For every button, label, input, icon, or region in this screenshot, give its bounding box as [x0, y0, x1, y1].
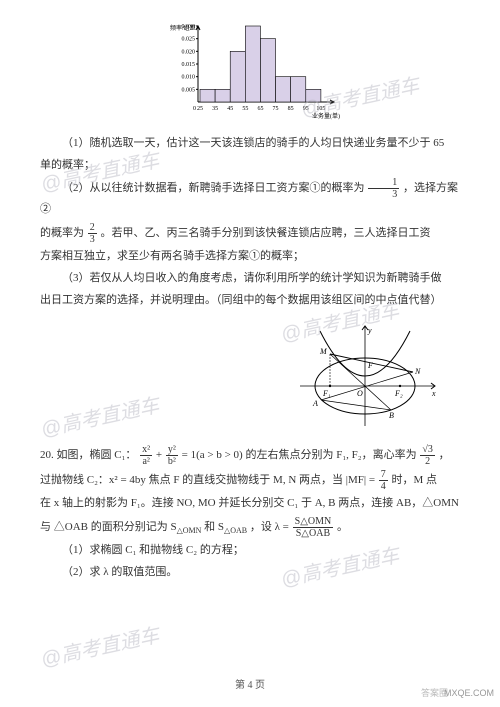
- svg-text:业务量(单): 业务量(单): [312, 112, 340, 120]
- q20-text-d: 过抛物线 C₂：x² = 4by 焦点 F 的直线交抛物线于 M, N 两点，当…: [40, 474, 375, 486]
- question-20-sub2: （2）求 λ 的取值范围。: [40, 563, 460, 583]
- fraction-1-3: 1 3: [368, 177, 399, 200]
- svg-text:85: 85: [288, 106, 294, 112]
- svg-text:0: 0: [193, 106, 196, 112]
- svg-text:55: 55: [242, 106, 248, 112]
- frac-num: S△OMN: [293, 516, 334, 528]
- svg-text:35: 35: [212, 106, 218, 112]
- frac-num: 2: [88, 222, 97, 234]
- svg-text:0.015: 0.015: [182, 62, 196, 68]
- svg-text:105: 105: [316, 106, 325, 112]
- frac-den: 4: [379, 481, 388, 492]
- frac-x2a2: x² a²: [140, 444, 152, 467]
- watermark: @高考直通车: [38, 618, 163, 678]
- question-3-line1: （3）若仅从人均日收入的角度考虑，请你利用所学的统计学知识为新聘骑手做: [40, 269, 460, 289]
- question-1-line1: （1）随机选取一天，估计这一天该连锁店的骑手的人均日快递业务量不少于 65: [40, 134, 460, 154]
- frac-y2b2: y² b²: [166, 444, 178, 467]
- frac-mf: 7 4: [379, 469, 388, 492]
- svg-text:0.025: 0.025: [182, 37, 196, 43]
- svg-text:0.005: 0.005: [182, 87, 196, 93]
- frac-den: b²: [166, 456, 178, 467]
- svg-text:75: 75: [273, 106, 279, 112]
- frac-den: S△OAB: [293, 528, 334, 539]
- question-20-sub1: （1）求椭圆 C₁ 和抛物线 C₂ 的方程；: [40, 541, 460, 561]
- svg-text:0.030: 0.030: [182, 24, 196, 30]
- svg-text:O: O: [357, 389, 363, 398]
- svg-text:F: F: [367, 361, 373, 370]
- question-3-line2: 出日工资方案的选择，并说明理由。（同组中的每个数据用该组区间的中点值代替）: [40, 291, 460, 311]
- svg-text:0.010: 0.010: [182, 75, 196, 81]
- question-1-line2: 单的概率；: [40, 156, 460, 176]
- svg-text:25: 25: [197, 106, 203, 112]
- q20-text-c: ，: [439, 449, 450, 461]
- question-20-line2: 过抛物线 C₂：x² = 4by 焦点 F 的直线交抛物线于 M, N 两点，当…: [40, 469, 460, 492]
- svg-text:A: A: [312, 399, 318, 408]
- frac-ecc: √3 2: [420, 444, 435, 467]
- svg-text:95: 95: [303, 106, 309, 112]
- question-2-line2: 的概率为 2 3 。若甲、乙、丙三名骑手分别到该快餐连锁店应聘，三人选择日工资: [40, 222, 460, 245]
- svg-text:y: y: [367, 326, 372, 335]
- question-20-line4: 与 △OAB 的面积分别记为 S△OMN 和 S△OAB ，设 λ = S△OM…: [40, 516, 460, 539]
- q2-text-c: 的概率为: [40, 227, 84, 239]
- question-20-line3: 在 x 轴上的射影为 F₁。连接 NO, MO 并延长分别交 C₁ 于 A, B…: [40, 494, 460, 514]
- frac-den: 2: [420, 456, 435, 467]
- svg-text:0.020: 0.020: [182, 49, 196, 55]
- q20-text-h: 。: [337, 521, 348, 533]
- frac-lambda: S△OMN S△OAB: [293, 516, 334, 539]
- q20-text-a: 20. 如图，椭圆 C₁：: [40, 449, 136, 461]
- ellipse-diagram: y x O F₁ F₂ M N A B F: [290, 321, 440, 431]
- corner-brand-r: MXQE.COM: [444, 685, 494, 701]
- svg-text:N: N: [414, 367, 421, 376]
- svg-text:65: 65: [257, 106, 263, 112]
- q2-text-a: （2）从以往统计数据看，新聘骑手选择日工资方案①的概率为: [62, 182, 365, 194]
- frac-num: √3: [420, 444, 435, 456]
- frac-den: 3: [88, 234, 97, 245]
- frac-den: 3: [368, 189, 399, 200]
- question-2-line3: 方案相互独立，求至少有两名骑手选择方案①的概率；: [40, 247, 460, 267]
- svg-text:F₂: F₂: [394, 389, 403, 398]
- histogram-container: 频率/组距0.0050.0100.0150.0200.0250.03002535…: [40, 20, 460, 128]
- sub-oab: △OAB: [224, 526, 247, 535]
- svg-text:45: 45: [227, 106, 233, 112]
- question-2-line1: （2）从以往统计数据看，新聘骑手选择日工资方案①的概率为 1 3 ，选择方案②: [40, 177, 460, 220]
- q20-text-b: = 1(a > b > 0) 的左右焦点分别为 F₁, F₂，离心率为: [182, 449, 417, 461]
- q20-text-g3: ，设 λ =: [250, 521, 289, 533]
- svg-text:B: B: [389, 411, 394, 420]
- fraction-2-3: 2 3: [88, 222, 97, 245]
- ellipse-container: y x O F₁ F₂ M N A B F: [40, 321, 460, 439]
- sub-omn: △OMN: [177, 526, 202, 535]
- svg-text:M: M: [319, 347, 328, 356]
- frac-den: a²: [140, 456, 152, 467]
- frac-num: 1: [368, 177, 399, 189]
- frac-num: 7: [379, 469, 388, 481]
- svg-text:F₁: F₁: [322, 389, 331, 398]
- q2-text-d: 。若甲、乙、丙三名骑手分别到该快餐连锁店应聘，三人选择日工资: [101, 227, 431, 239]
- plus: +: [156, 449, 165, 461]
- histogram-chart: 频率/组距0.0050.0100.0150.0200.0250.03002535…: [160, 20, 340, 120]
- q20-text-e: 时，M 点: [392, 474, 438, 486]
- q20-text-g2: 和 S: [204, 521, 224, 533]
- question-20-line1: 20. 如图，椭圆 C₁： x² a² + y² b² = 1(a > b > …: [40, 444, 460, 467]
- q20-text-g: 与 △OAB 的面积分别记为 S: [40, 521, 177, 533]
- frac-num: y²: [166, 444, 178, 456]
- frac-num: x²: [140, 444, 152, 456]
- svg-text:x: x: [431, 389, 436, 398]
